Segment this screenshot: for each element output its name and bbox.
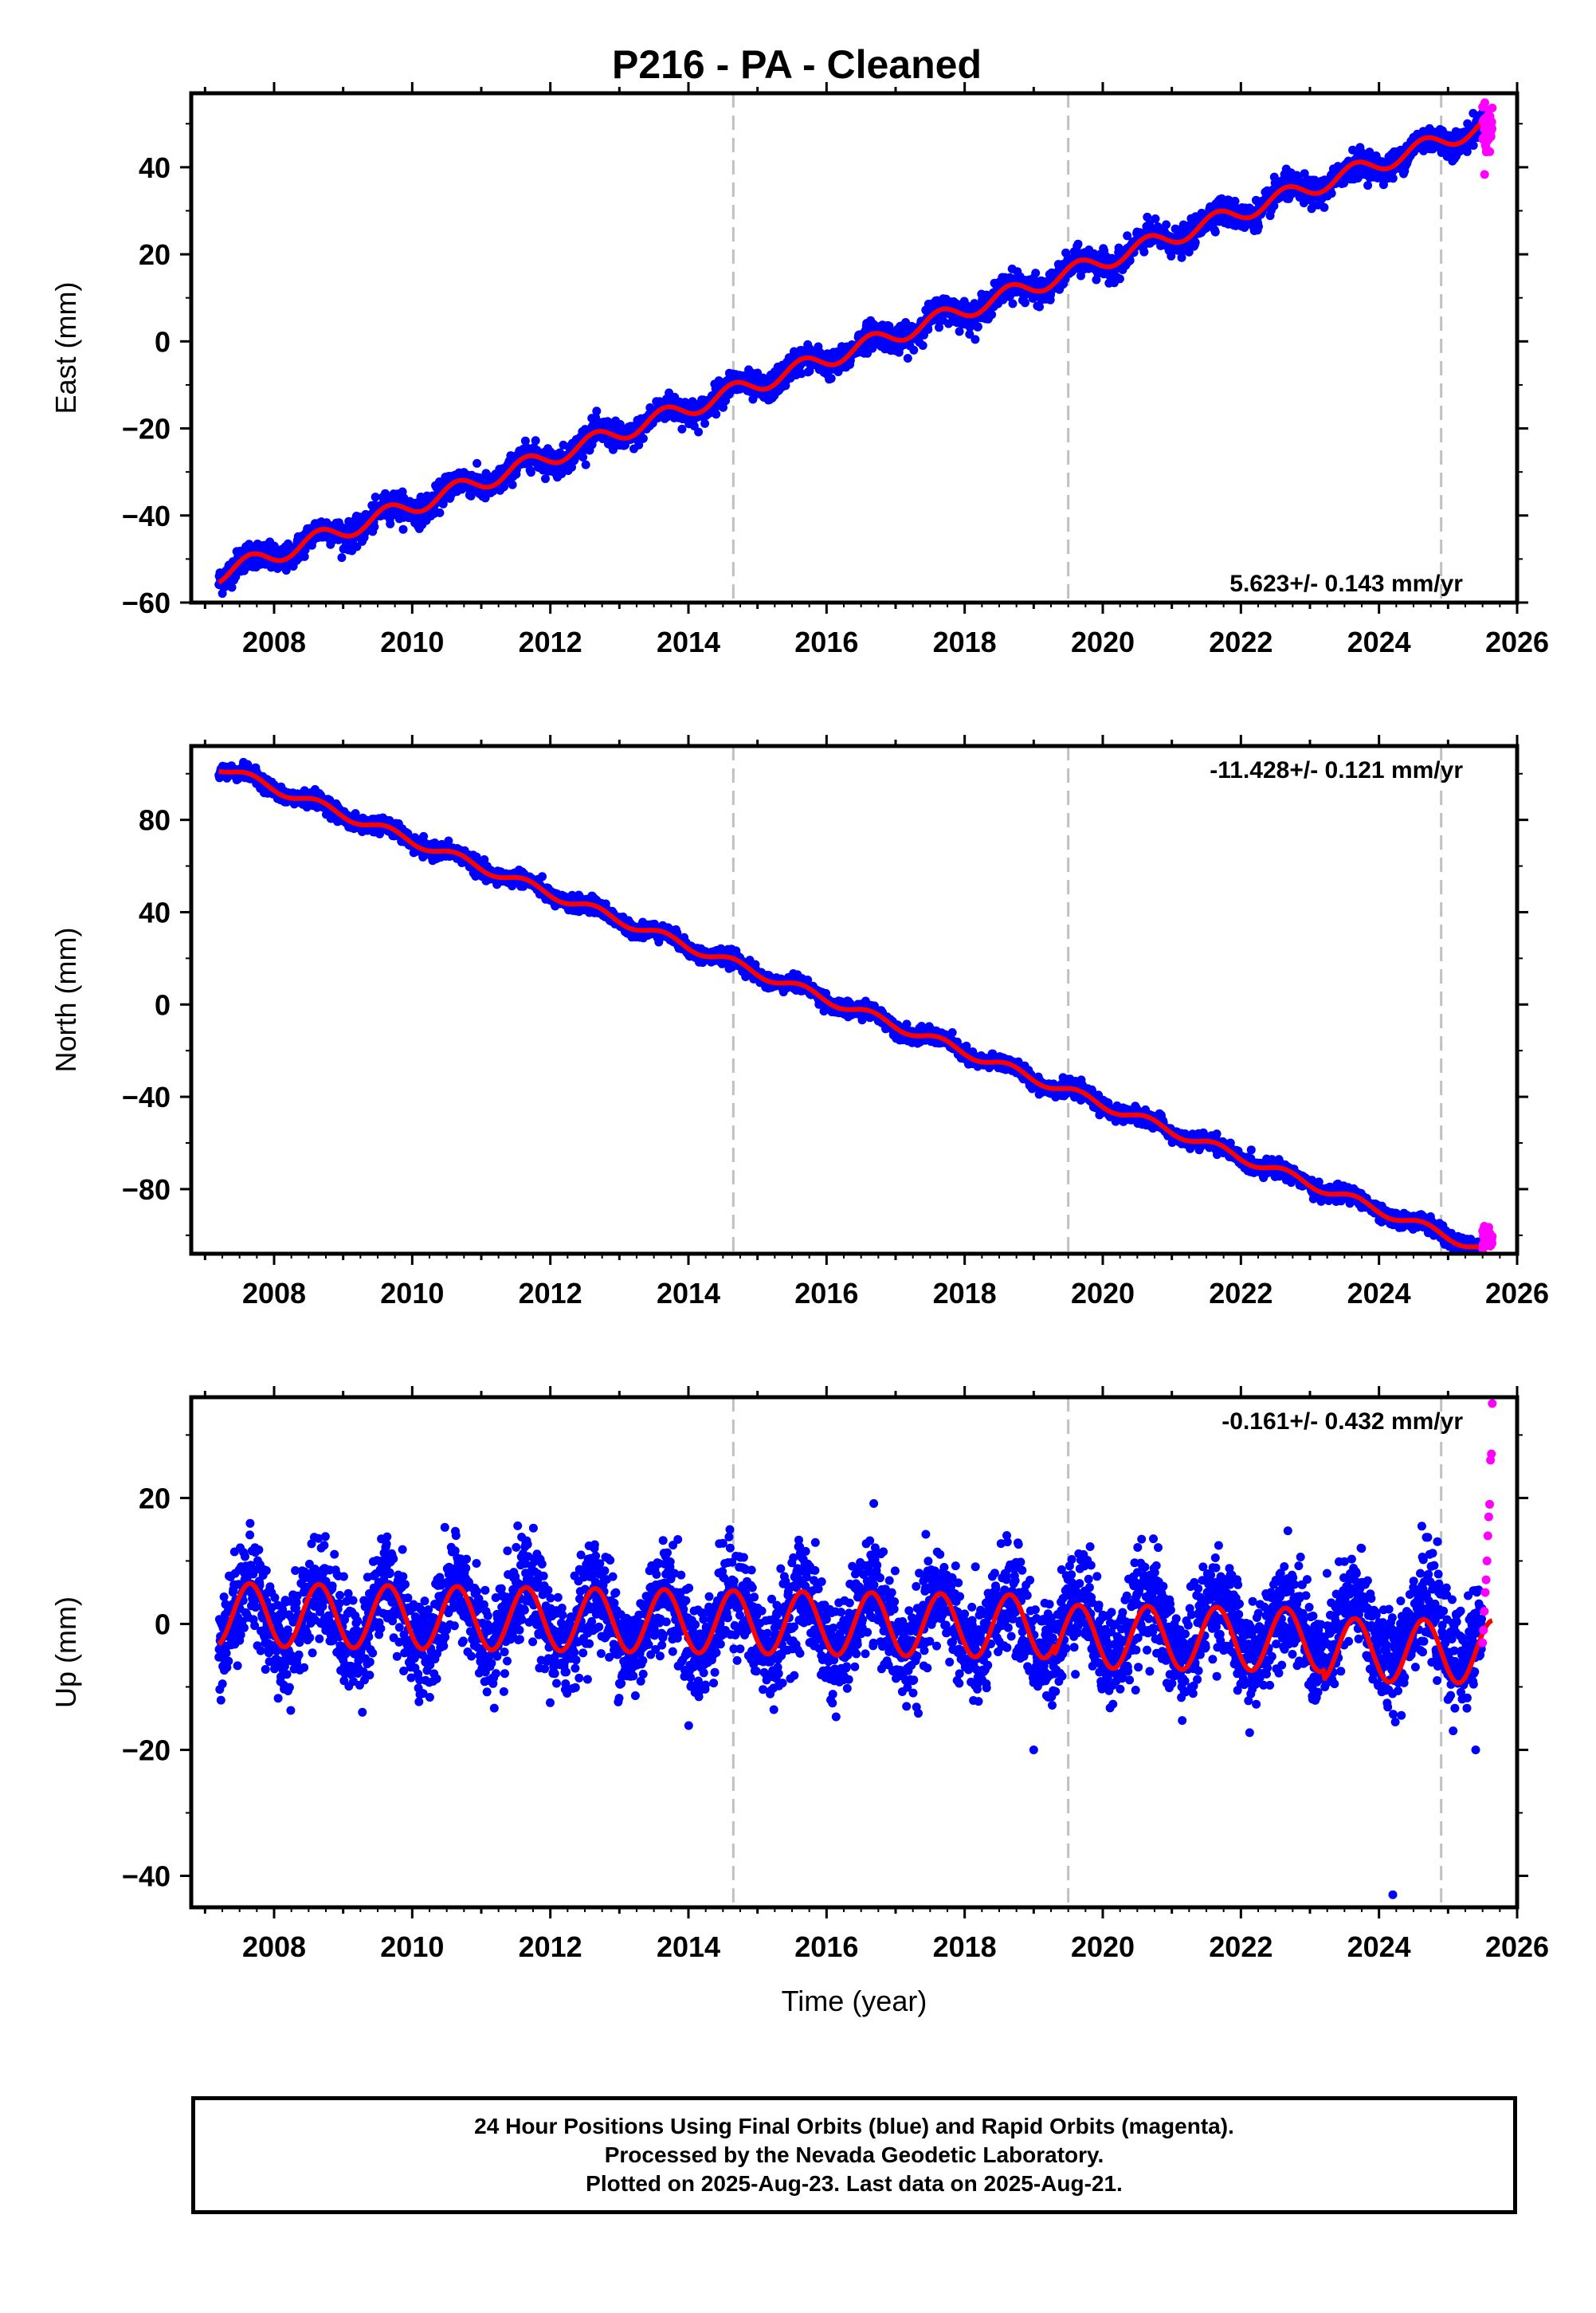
figure-title: P216 - PA - Cleaned <box>612 42 982 87</box>
data-point <box>1139 247 1149 257</box>
data-point <box>638 434 648 443</box>
data-point <box>1469 141 1478 150</box>
data-point <box>386 519 395 528</box>
data-point <box>1073 239 1083 249</box>
panel-east: 2008 2010 2012 2014 2016 2018 2020 2022 2024 2026… <box>49 82 1549 658</box>
data-point <box>609 445 618 454</box>
data-point <box>918 341 927 350</box>
data-point <box>909 345 919 355</box>
data-point <box>300 552 309 561</box>
data-point <box>578 453 588 462</box>
x-tick-label: 2018 <box>933 626 997 658</box>
data-point <box>567 462 576 472</box>
data-point <box>337 553 347 563</box>
x-tick-label: 2024 <box>1347 626 1411 658</box>
x-tick-label: 2014 <box>657 626 720 658</box>
rate-label: 5.623+/- 0.143 mm/yr <box>1229 571 1463 597</box>
data-point <box>694 427 704 437</box>
x-tick-label: 2010 <box>380 626 444 658</box>
x-tick-label: 2012 <box>519 626 582 658</box>
data-point <box>526 468 535 477</box>
data-point <box>1008 299 1018 308</box>
data-point <box>903 354 912 363</box>
data-point <box>269 541 279 551</box>
data-point <box>227 583 237 592</box>
data-point <box>438 499 448 509</box>
data-point <box>1210 227 1220 237</box>
data-point <box>398 524 408 534</box>
data-point <box>955 327 964 336</box>
y-tick-label: −60 <box>122 587 171 619</box>
data-point <box>1388 174 1398 183</box>
rapid-point <box>1488 103 1497 112</box>
data-point <box>826 374 836 383</box>
data-point <box>1254 222 1263 231</box>
rapid-point <box>1480 170 1489 179</box>
data-point <box>1115 274 1124 284</box>
data-point <box>1151 214 1160 223</box>
figure: P216 - PA - Cleaned 2008 2010 2012 2014 2016… <box>49 42 1549 2017</box>
y-axis-label: East (mm) <box>49 282 82 414</box>
series-rapid-orbits <box>1478 98 1497 179</box>
data-point <box>473 458 482 468</box>
data-point <box>1021 298 1029 308</box>
data-point <box>677 424 687 434</box>
data-point <box>592 406 602 416</box>
data-point <box>797 369 806 379</box>
x-tick-label: 2020 <box>1071 626 1135 658</box>
data-point <box>971 335 980 344</box>
series-layer <box>214 98 1497 599</box>
data-point <box>700 418 710 428</box>
data-point <box>531 436 540 446</box>
y-tick-label: 20 <box>139 238 171 271</box>
y-tick-label: 0 <box>155 325 171 358</box>
data-point <box>1162 220 1171 230</box>
panel-north: 2008 2010 2012 2014 2016 2018 2020 2022 2024 2026… <box>49 735 1549 1310</box>
y-tick-label: −20 <box>122 413 171 446</box>
data-point <box>520 436 530 446</box>
x-tick-label: 2016 <box>794 626 858 658</box>
data-point <box>935 323 943 332</box>
data-point <box>965 329 974 339</box>
data-point <box>923 324 933 334</box>
data-point <box>370 522 379 532</box>
data-point <box>581 460 590 469</box>
panels: 2008 2010 2012 2014 2016 2018 2020 2022 2024 2026… <box>49 82 1549 2017</box>
y-tick-label: −40 <box>122 500 171 532</box>
data-point <box>538 872 547 882</box>
data-point <box>371 493 380 502</box>
y-tick-label: 40 <box>139 151 171 184</box>
series-layer <box>214 757 1497 1254</box>
data-point <box>1363 181 1373 190</box>
data-point <box>1031 269 1041 278</box>
data-point <box>508 480 517 489</box>
data-point <box>987 310 997 320</box>
x-tick-label: 2008 <box>242 626 306 658</box>
x-tick-label: 2022 <box>1209 626 1272 658</box>
data-point <box>1190 238 1200 247</box>
data-point <box>435 508 445 517</box>
data-point <box>1320 202 1329 212</box>
rapid-point <box>1485 147 1495 156</box>
data-point <box>541 474 550 484</box>
x-tick-label: 2026 <box>1485 626 1549 658</box>
data-point <box>500 482 508 492</box>
data-point <box>712 410 721 419</box>
rapid-point <box>1487 124 1496 133</box>
data-point <box>973 322 982 332</box>
